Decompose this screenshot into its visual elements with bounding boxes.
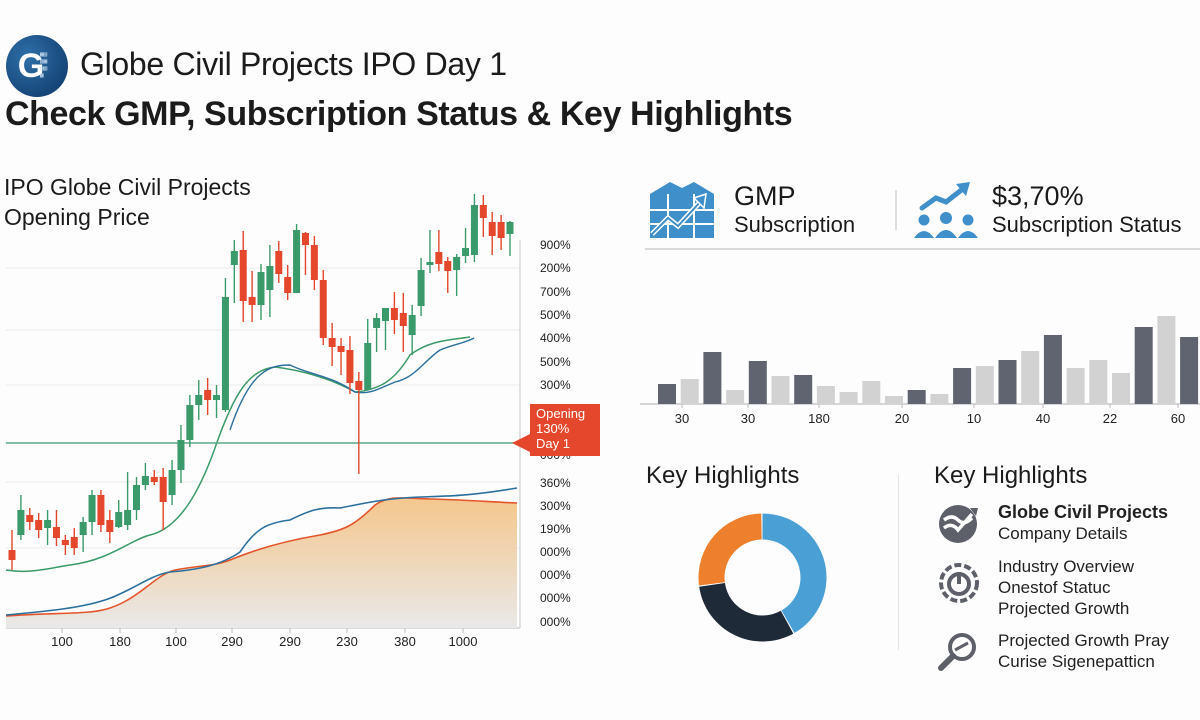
kpi-gmp-text: GMP Subscription (734, 181, 855, 239)
bar-x-tick-label: 22 (1102, 411, 1118, 426)
company-logo: G ▦▤ ▥▦ ▤▥ ▦ (6, 35, 68, 97)
candle-chart-title-line1: IPO Globe Civil Projects (4, 174, 251, 200)
subscription-bar-chart (640, 316, 1200, 408)
people-growth-icon (914, 182, 978, 238)
x-tick-label: 290 (279, 634, 301, 649)
highlight-industry-line2: Onestof Statuc (998, 578, 1111, 597)
bar-x-tick-label: 60 (1170, 411, 1186, 426)
y-tick-label: 000% (540, 568, 571, 582)
highlight-item-company-text: Globe Civil Projects Company Details (998, 502, 1168, 544)
bar-x-tick-label: 30 (674, 411, 690, 426)
y-tick-label: 400% (540, 331, 571, 345)
logo-pattern-icon: ▦▤ ▥▦ ▤▥ ▦ (40, 51, 48, 79)
y-tick-label: 300% (540, 499, 571, 513)
dial-gauge-icon (939, 563, 979, 603)
building-chart-icon (650, 182, 714, 238)
highlight-item-growth: Projected Growth Pray Curise Sigenepatti… (938, 630, 1169, 672)
kpi-gmp: GMP Subscription (648, 175, 855, 245)
highlight-company-name: Globe Civil Projects (998, 502, 1169, 522)
y-tick-label: 000% (540, 615, 571, 629)
kpi-status-label: Subscription Status (992, 212, 1182, 237)
x-tick-label: 1000 (448, 634, 478, 649)
x-tick-label: 100 (165, 634, 187, 649)
opening-badge-line3: Day 1 (536, 436, 570, 451)
y-tick-label: 500% (540, 308, 571, 322)
magnifier-icon (938, 633, 976, 671)
x-tick-label: 100 (51, 634, 73, 649)
bar-x-tick-label: 10 (966, 411, 982, 426)
opening-badge-line1: Opening (536, 406, 586, 421)
y-tick-label: 300% (540, 378, 571, 392)
x-tick-label: 180 (109, 634, 131, 649)
x-tick-label: 290 (221, 634, 243, 649)
key-highlights-right-title: Key Highlights (934, 462, 1088, 489)
kpi-status-value: $3,70% (992, 181, 1084, 211)
highlight-item-industry: Industry Overview Onestof Statuc Project… (938, 556, 1134, 619)
y-tick-label: 360% (540, 476, 571, 490)
page-subtitle: Check GMP, Subscription Status & Key Hig… (5, 95, 793, 133)
opening-badge: Opening 130% Day 1 (530, 404, 600, 456)
handshake-check-icon (939, 505, 978, 543)
y-tick-label: 200% (540, 261, 571, 275)
candlestick-chart (5, 194, 521, 633)
bar-x-tick-label: 180 (808, 411, 830, 426)
highlight-industry-line3: Projected Growth (998, 599, 1130, 618)
highlight-growth-line1: Projected Growth Pray (998, 631, 1170, 650)
highlight-item-industry-text: Industry Overview Onestof Statuc Project… (998, 556, 1134, 619)
opening-pointer-icon (512, 434, 530, 452)
y-tick-label: 190% (540, 522, 571, 536)
kpi-gmp-value: GMP (734, 181, 796, 211)
vertical-divider (898, 475, 899, 650)
page-title: Globe Civil Projects IPO Day 1 (80, 46, 507, 82)
highlight-item-company: Globe Civil Projects Company Details (938, 502, 1168, 544)
y-tick-label: 700% (540, 285, 571, 299)
highlight-item-growth-text: Projected Growth Pray Curise Sigenepatti… (998, 630, 1169, 672)
donut-chart (698, 513, 827, 642)
y-tick-label: 000% (540, 545, 571, 559)
highlight-industry-line1: Industry Overview (998, 557, 1135, 576)
x-tick-label: 230 (336, 634, 358, 649)
logo-letter: G (17, 46, 45, 85)
y-tick-label: 900% (540, 238, 571, 252)
bar-x-tick-label: 40 (1035, 411, 1051, 426)
bar-x-tick-label: 20 (894, 411, 910, 426)
highlight-company-details: Company Details (998, 524, 1128, 543)
section-divider (645, 248, 1200, 250)
key-highlights-left-title: Key Highlights (646, 462, 800, 489)
candle-chart-title-line2: Opening Price (4, 204, 150, 230)
kpi-subscription-status: $3,70% Subscription Status (912, 175, 1182, 245)
highlight-growth-line2: Curise Sigenepatticn (998, 652, 1155, 671)
kpi-divider (895, 190, 897, 230)
x-tick-label: 380 (394, 634, 416, 649)
kpi-gmp-label: Subscription (734, 212, 856, 237)
bar-x-tick-label: 30 (740, 411, 756, 426)
candle-chart-title: IPO Globe Civil Projects Opening Price (4, 172, 251, 232)
opening-badge-line2: 130% (536, 421, 570, 436)
y-tick-label: 000% (540, 591, 571, 605)
y-tick-label: 500% (540, 355, 571, 369)
kpi-status-text: $3,70% Subscription Status (992, 181, 1182, 239)
